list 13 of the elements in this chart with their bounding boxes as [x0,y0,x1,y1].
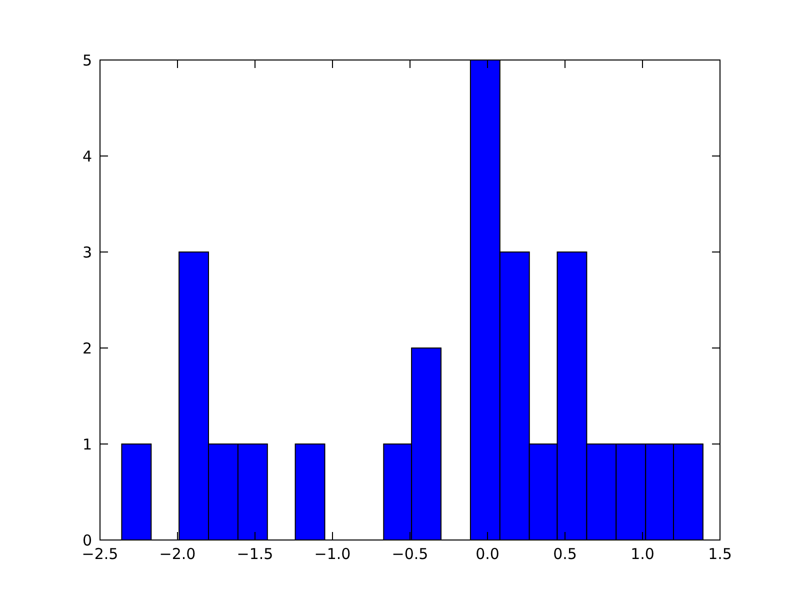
x-tick-label: −2.0 [159,545,196,563]
x-tick-label: 1.5 [708,545,732,563]
x-tick-label: −1.0 [314,545,351,563]
x-tick-label: −0.5 [392,545,428,563]
y-tick-label: 4 [82,147,92,166]
y-tick-label: 2 [82,339,92,358]
x-tick-label: 0.0 [476,545,500,563]
y-tick-label: 1 [82,435,92,454]
x-tick-label: 1.0 [630,545,654,563]
x-tick-label: −1.5 [236,545,274,563]
y-tick-label: 5 [82,51,92,70]
y-tick-label: 3 [82,243,92,262]
x-tick-label: 0.5 [553,545,577,563]
